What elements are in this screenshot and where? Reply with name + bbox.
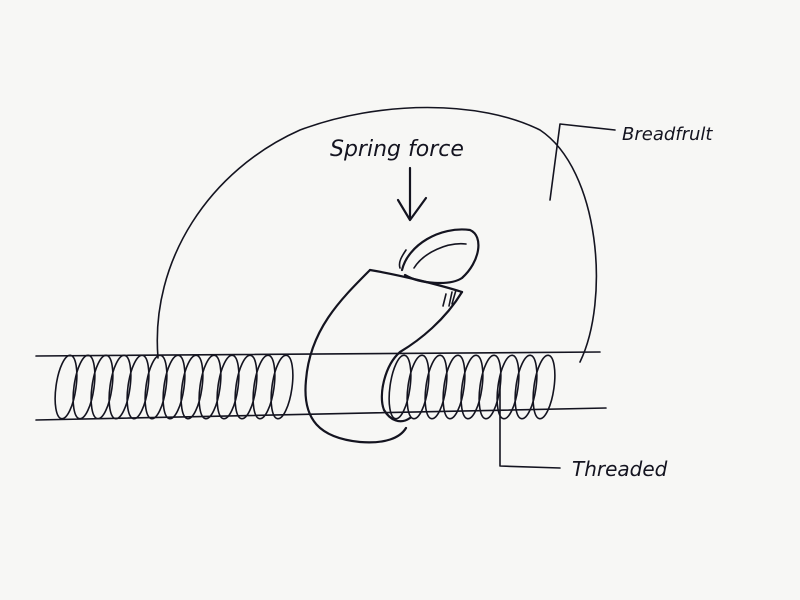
clip-lip-outer bbox=[400, 228, 480, 285]
thread-coil bbox=[144, 354, 168, 420]
thread-coil bbox=[496, 354, 520, 420]
thread-coil bbox=[252, 354, 276, 420]
threaded-label: Threaded bbox=[572, 457, 668, 481]
thread-coils bbox=[54, 354, 556, 420]
thread-coil bbox=[270, 354, 294, 420]
clip-shading bbox=[442, 289, 457, 307]
clip-top-edge bbox=[368, 268, 464, 294]
breadfruit-leader bbox=[549, 123, 616, 201]
thread-coil bbox=[388, 354, 412, 420]
thread-coil bbox=[532, 354, 556, 420]
spring-force-label: Spring force bbox=[330, 137, 464, 162]
threaded-rod bbox=[35, 351, 607, 421]
thread-coil bbox=[406, 354, 430, 420]
thread-coil bbox=[108, 354, 132, 420]
thread-coil bbox=[72, 354, 96, 420]
breadfruit-label: Breadfrult bbox=[622, 124, 713, 145]
clip-lip-side bbox=[398, 249, 407, 269]
arrow-head bbox=[396, 196, 428, 222]
thread-coil bbox=[126, 354, 150, 420]
threaded-leader bbox=[499, 379, 561, 469]
spring-force-arrow bbox=[396, 166, 428, 222]
thread-coil bbox=[424, 354, 448, 420]
thread-coil bbox=[234, 354, 258, 420]
thread-coil bbox=[442, 354, 466, 420]
thread-coil bbox=[162, 354, 186, 420]
thread-coil bbox=[460, 354, 484, 420]
thread-coil bbox=[54, 354, 78, 420]
thread-coil bbox=[90, 354, 114, 420]
clip-front-face bbox=[304, 268, 408, 444]
clip-lip-inner bbox=[413, 243, 467, 269]
breadfruit-outline bbox=[156, 106, 598, 363]
clip-inner-curve bbox=[380, 290, 464, 423]
thread-coil bbox=[514, 354, 538, 420]
rod-top-line bbox=[35, 351, 601, 357]
thread-coil bbox=[180, 354, 204, 420]
spring-clip bbox=[304, 228, 480, 444]
thread-coil bbox=[198, 354, 222, 420]
thread-coil bbox=[216, 354, 240, 420]
